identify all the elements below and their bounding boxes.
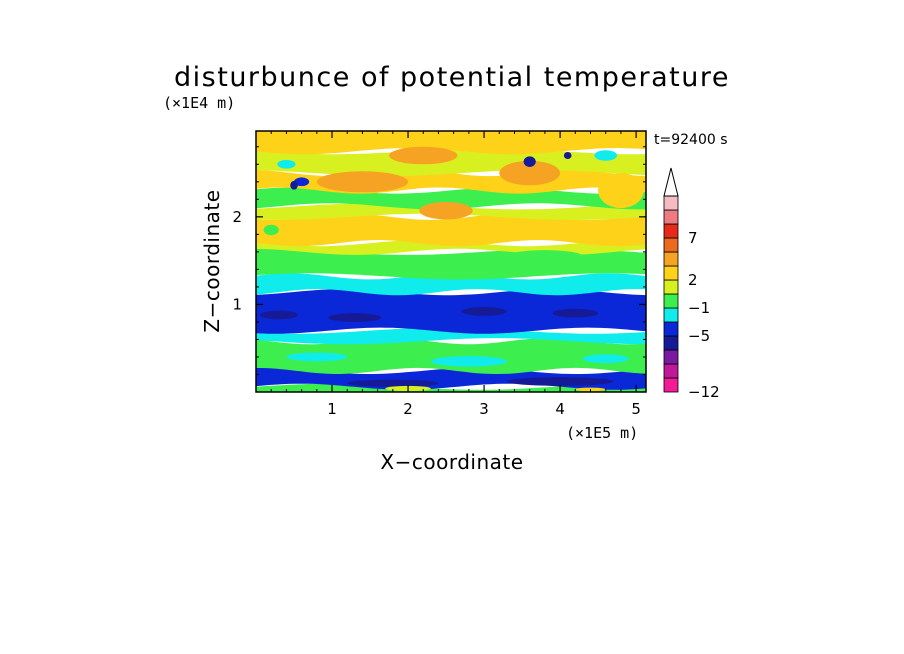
colorbar-tick-label: −12 [688, 383, 720, 401]
contour-cell [286, 352, 348, 362]
y-axis-ticks: 12 [232, 146, 646, 375]
contour-cell [290, 180, 298, 190]
contour-cell [523, 156, 536, 167]
contour-cell [294, 177, 310, 187]
contour-cell [582, 354, 629, 364]
x-tick-label: 5 [631, 400, 641, 418]
contour-cell [552, 308, 599, 318]
contour-cell [598, 173, 644, 209]
colorbar-segment [663, 363, 679, 379]
y-tick-label: 1 [232, 295, 242, 313]
contour-cell [461, 307, 507, 316]
contour-cell [389, 146, 458, 165]
x-axis-unit: (×1E5 m) [566, 424, 638, 442]
colorbar-tick-label: 2 [688, 271, 698, 289]
x-axis-label: X−coordinate [380, 450, 523, 474]
colorbar-segment [663, 293, 679, 309]
contour-band [256, 273, 646, 296]
x-axis-ticks: 1 2 3 4 5 [270, 131, 641, 418]
colorbar-segment [663, 209, 679, 225]
time-label: t=92400 s [654, 132, 728, 148]
colorbar-segment [663, 349, 679, 365]
contour-cell [328, 313, 382, 322]
contour-band [256, 131, 646, 155]
contour-cell [430, 356, 507, 367]
contour-cell [499, 160, 561, 186]
colorbar: 7 2 −1 −5 −12 [663, 167, 720, 401]
colorbar-segment [663, 307, 679, 323]
colorbar-extend-arrow [663, 167, 679, 197]
y-axis-unit: (×1E4 m) [163, 94, 235, 112]
colorbar-tick-label: −5 [688, 327, 710, 345]
colorbar-segment [663, 195, 679, 211]
colorbar-segment [663, 377, 679, 393]
contour-cell [316, 171, 409, 193]
contour-band [256, 213, 646, 247]
contour-cell [259, 310, 298, 320]
colorbar-segment [663, 265, 679, 281]
contour-cell [419, 201, 473, 220]
contour-cell [313, 257, 382, 268]
x-tick-label: 1 [327, 400, 337, 418]
colorbar-segment [663, 335, 679, 351]
colorbar-segment [663, 321, 679, 337]
contour-cell [594, 150, 618, 161]
plot-frame [255, 130, 647, 393]
contour-cell [277, 159, 296, 169]
colorbar-segment [663, 279, 679, 295]
x-tick-label: 2 [403, 400, 413, 418]
contour-band [256, 289, 646, 334]
contour-cell [263, 224, 279, 236]
contour-band [256, 327, 646, 345]
contour-cell [506, 250, 583, 263]
colorbar-tick-label: −1 [688, 299, 710, 317]
contour-field [256, 131, 646, 392]
contour-cell [506, 377, 614, 386]
y-tick-label: 2 [232, 208, 242, 226]
colorbar-tick-label: 7 [688, 229, 698, 247]
x-tick-label: 4 [555, 400, 565, 418]
contour-cell [347, 379, 439, 387]
contour-band [256, 338, 646, 374]
plot-title: disturbunce of potential temperature [174, 62, 730, 93]
colorbar-segment [663, 251, 679, 267]
x-tick-label: 3 [479, 400, 489, 418]
contour-cell [563, 152, 572, 160]
y-axis-label: Z−coordinate [200, 189, 224, 332]
colorbar-segment [663, 237, 679, 253]
colorbar-segment [663, 223, 679, 239]
